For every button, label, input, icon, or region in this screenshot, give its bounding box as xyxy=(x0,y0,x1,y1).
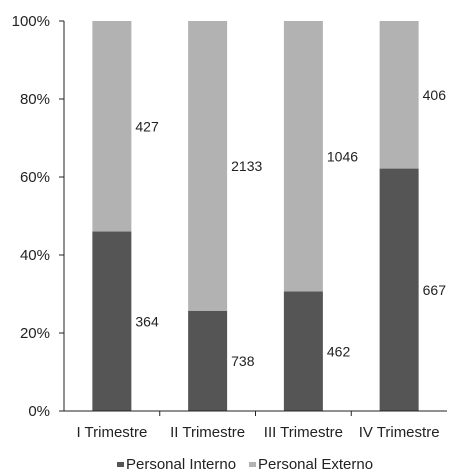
legend-item-personal-externo: Personal Externo xyxy=(258,456,373,473)
y-tick-label: 80% xyxy=(20,91,50,108)
data-label-personal-externo: 2133 xyxy=(231,158,262,174)
bar-personal-externo xyxy=(379,21,419,169)
data-label-personal-interno: 667 xyxy=(423,282,447,298)
data-label-personal-interno: 364 xyxy=(135,313,159,329)
bar-personal-externo xyxy=(92,21,132,232)
bar-personal-interno xyxy=(379,168,419,411)
data-label-personal-interno: 462 xyxy=(327,343,351,359)
legend-item-personal-interno: Personal Interno xyxy=(126,456,236,473)
y-tick-label: 0% xyxy=(28,403,50,420)
data-label-personal-interno: 738 xyxy=(231,353,255,369)
bar-personal-interno xyxy=(283,291,323,411)
bar-personal-interno xyxy=(92,231,132,411)
data-labels: 364 427 738 2133 462 1046 667 406 xyxy=(135,87,446,369)
y-tick-label: 60% xyxy=(20,169,50,186)
bars xyxy=(92,21,419,411)
x-axis: I Trimestre II Trimestre III Trimestre IV T… xyxy=(64,410,447,441)
x-category-label: II Trimestre xyxy=(170,424,245,441)
y-tick-label: 100% xyxy=(12,13,50,30)
legend: Personal Interno Personal Externo xyxy=(117,456,373,473)
bar-personal-externo xyxy=(188,21,228,311)
x-category-label: IV Trimestre xyxy=(359,424,440,441)
data-label-personal-externo: 1046 xyxy=(327,148,358,164)
x-category-label: III Trimestre xyxy=(264,424,343,441)
data-label-personal-externo: 427 xyxy=(135,118,159,134)
bar-personal-interno xyxy=(188,310,228,411)
y-tick-label: 20% xyxy=(20,325,50,342)
legend-swatch xyxy=(117,462,124,467)
x-category-label: I Trimestre xyxy=(76,424,147,441)
legend-swatch xyxy=(249,462,256,467)
y-axis: 0% 20% 40% 60% 80% 100% xyxy=(12,13,65,420)
data-label-personal-externo: 406 xyxy=(423,87,447,103)
y-tick-label: 40% xyxy=(20,247,50,264)
bar-personal-externo xyxy=(283,21,323,292)
